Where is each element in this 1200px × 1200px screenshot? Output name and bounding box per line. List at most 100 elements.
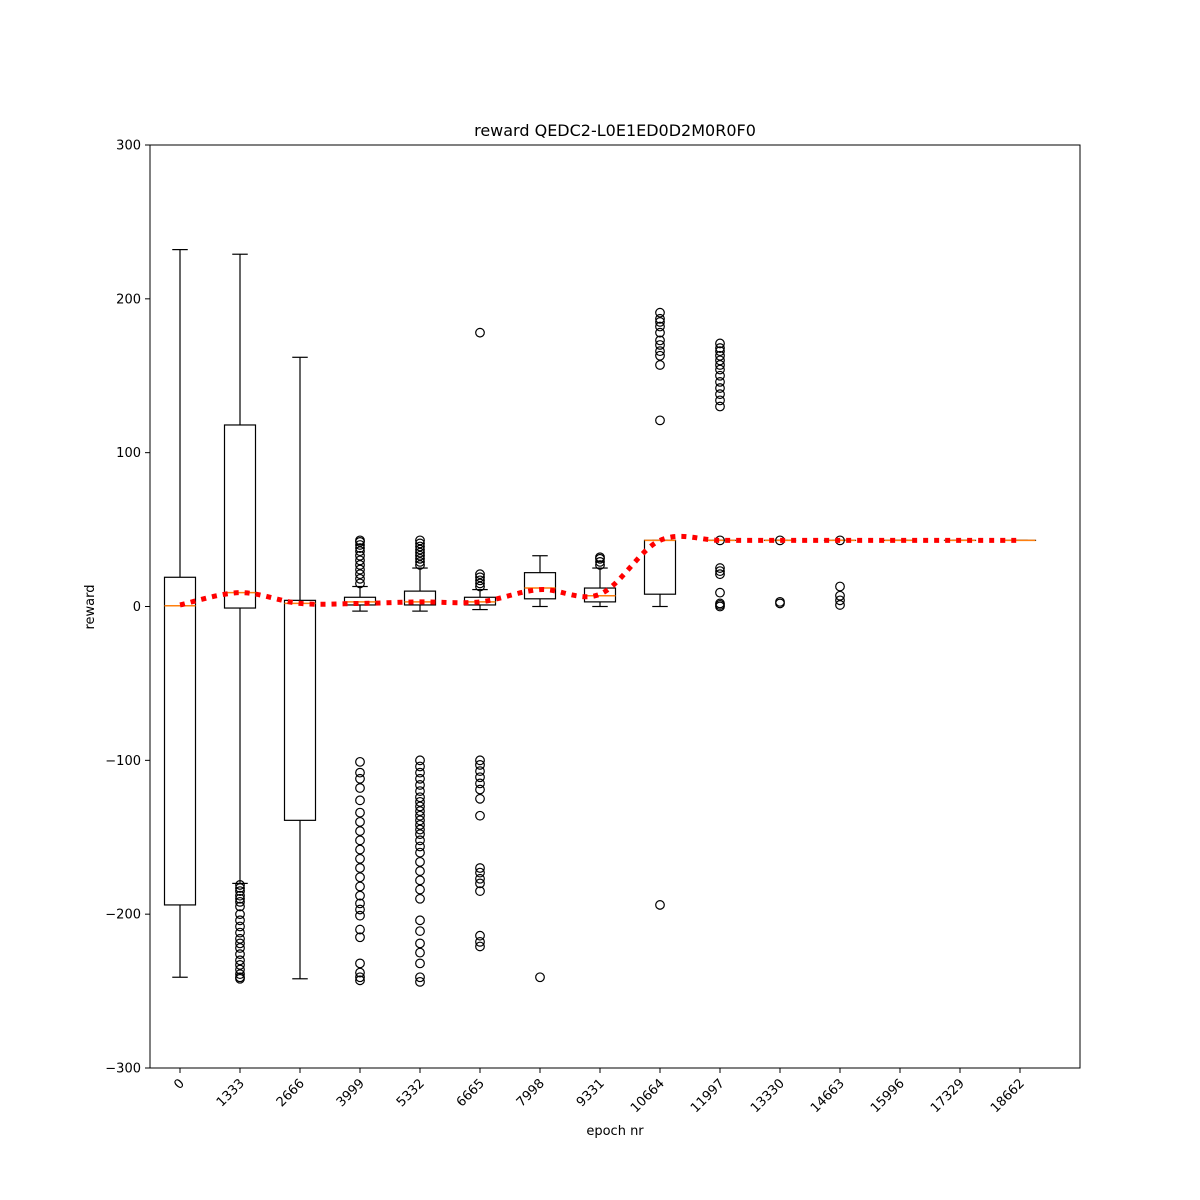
- outlier-point: [715, 395, 725, 406]
- box-iqr: [223, 424, 257, 609]
- outlier-point: [415, 786, 425, 796]
- outlier-point: [235, 933, 245, 944]
- outlier-point: [415, 541, 425, 552]
- outlier-point: [235, 890, 245, 901]
- outlier-point: [415, 958, 425, 969]
- outlier-point: [415, 847, 425, 858]
- outlier-point: [355, 967, 365, 978]
- outlier-point: [415, 820, 425, 830]
- box-group-6665: [463, 327, 497, 952]
- outlier-point: [355, 863, 365, 873]
- outlier-point: [415, 976, 425, 987]
- outlier-point: [715, 377, 725, 387]
- outlier-point: [355, 958, 365, 969]
- outlier-point: [355, 835, 365, 846]
- outlier-point: [475, 578, 485, 589]
- box-iqr: [343, 596, 377, 606]
- x-tick-label: 13330: [748, 1076, 788, 1116]
- outlier-point: [415, 856, 425, 867]
- outlier-point: [415, 796, 425, 807]
- y-axis: −300 −200 −100 0 100 200 300: [105, 139, 150, 1077]
- outlier-point: [235, 915, 245, 926]
- outlier-point: [475, 936, 485, 947]
- outlier-point: [415, 875, 425, 886]
- outlier-point: [715, 569, 725, 580]
- outlier-point: [355, 578, 365, 589]
- outlier-point: [235, 880, 245, 890]
- outlier-point: [355, 932, 365, 943]
- outlier-point: [355, 555, 365, 566]
- outlier-point: [415, 780, 425, 790]
- outlier-point: [355, 756, 365, 767]
- outlier-point: [415, 792, 425, 803]
- outlier-point: [715, 563, 725, 573]
- outlier-point: [415, 815, 425, 826]
- outlier-point: [235, 964, 245, 975]
- outlier-point: [715, 338, 725, 349]
- outlier-point: [415, 841, 425, 852]
- outlier-point: [475, 863, 485, 873]
- outlier-point: [475, 886, 485, 896]
- outlier-point: [355, 898, 365, 909]
- outlier-point: [715, 364, 725, 375]
- outlier-point: [655, 900, 665, 910]
- y-tick-label: −100: [105, 754, 141, 769]
- outlier-point: [235, 969, 245, 980]
- outlier-point: [415, 884, 425, 895]
- outlier-point: [835, 590, 845, 601]
- outlier-point: [355, 795, 365, 806]
- outlier-point: [415, 926, 425, 936]
- outlier-point: [715, 587, 725, 598]
- outlier-point: [655, 346, 665, 357]
- outlier-point: [475, 572, 485, 583]
- outlier-point: [835, 595, 845, 606]
- outlier-point: [355, 560, 365, 570]
- x-axis: 0 1333 2666 3999 5332 6665 7998 9331 10664 11997 1…: [171, 1068, 1028, 1116]
- box-iqr: [583, 587, 617, 603]
- outlier-point: [415, 824, 425, 835]
- outlier-point: [715, 346, 725, 357]
- y-tick-label: 100: [116, 446, 141, 461]
- box-iqr: [283, 599, 317, 821]
- box-group-0: [163, 249, 197, 978]
- x-tick-label: 3999: [334, 1076, 368, 1110]
- outlier-point: [415, 767, 425, 778]
- box-group-2666: [283, 356, 317, 980]
- outlier-point: [715, 389, 725, 400]
- outlier-point: [355, 783, 365, 793]
- x-tick-label: 10664: [628, 1076, 668, 1116]
- outlier-point: [415, 550, 425, 561]
- box-group-5332: [403, 535, 437, 987]
- outlier-point: [715, 360, 725, 370]
- box-iqr: [523, 572, 557, 600]
- outlier-point: [655, 415, 665, 426]
- chart-title: reward QEDC2-L0E1ED0D2M0R0F0: [474, 121, 756, 140]
- outlier-point: [235, 886, 245, 896]
- outlier-point: [355, 975, 365, 986]
- box-group-10664: [643, 307, 677, 910]
- outlier-point: [415, 915, 425, 926]
- outlier-point: [355, 535, 365, 546]
- outlier-point: [415, 556, 425, 567]
- outlier-point: [715, 598, 725, 609]
- outlier-point: [355, 826, 365, 836]
- outlier-point: [415, 547, 425, 558]
- outlier-point: [415, 829, 425, 840]
- outlier-point: [475, 327, 485, 338]
- outlier-point: [235, 960, 245, 970]
- outlier-point: [415, 553, 425, 564]
- x-tick-label: 0: [171, 1076, 187, 1092]
- outlier-point: [475, 878, 485, 889]
- outlier-point: [655, 307, 665, 318]
- outlier-point: [415, 544, 425, 555]
- y-tick-label: 0: [133, 600, 141, 615]
- x-tick-label: 2666: [274, 1076, 308, 1110]
- outlier-point: [415, 938, 425, 949]
- outlier-point: [475, 575, 485, 586]
- outlier-point: [235, 909, 245, 920]
- outlier-point: [595, 552, 605, 563]
- plot-marks: [163, 249, 1037, 987]
- outlier-point: [475, 941, 485, 952]
- outlier-point: [355, 924, 365, 935]
- outlier-point: [475, 784, 485, 795]
